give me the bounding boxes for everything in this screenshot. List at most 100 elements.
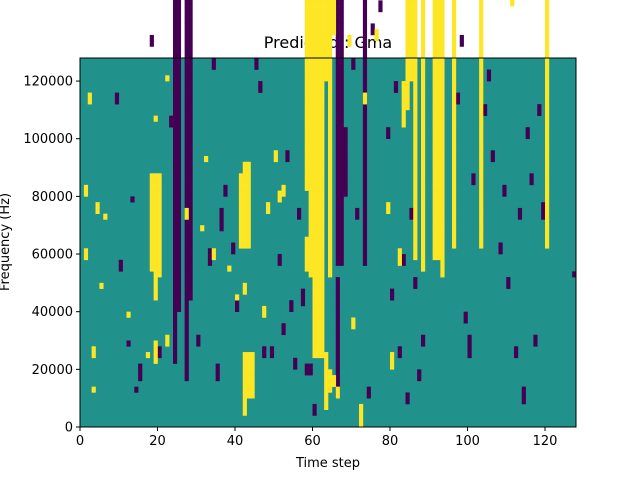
heatmap-cell-high [153,207,158,214]
heatmap-cell-low [467,340,472,347]
heatmap-cell-high [83,184,89,191]
heatmap-cell-low [176,282,182,289]
heatmap-cell-high [440,121,445,128]
heatmap-cell-high [479,98,484,105]
heatmap-cell-low [362,34,368,42]
heatmap-cell-high [328,242,333,249]
heatmap-cell-low [173,219,178,226]
heatmap-cell-high [436,0,441,7]
heatmap-cell-high [308,248,313,255]
heatmap-cell-low [343,144,348,151]
heatmap-cell-low [184,236,189,243]
heatmap-cell-high [328,58,333,65]
heatmap-cell-low [176,0,182,7]
heatmap-cell-low [339,23,344,30]
heatmap-cell-low [362,104,368,111]
heatmap-cell-high [320,58,325,65]
x-tick-label: 0 [76,434,84,449]
heatmap-cell-low [335,0,340,1]
heatmap-cell-low [184,173,189,180]
heatmap-cell-high [316,311,321,318]
heatmap-cell-low [343,184,348,191]
heatmap-cell-low [339,121,344,128]
heatmap-cell-low [339,248,344,255]
heatmap-cell-high [304,144,309,151]
heatmap-cell-low [339,109,344,116]
heatmap-cell-low [184,104,189,111]
heatmap-cell-high [312,92,317,99]
heatmap-cell-low [335,58,340,65]
heatmap-cell-high [95,202,100,209]
heatmap-cell-high [432,81,437,88]
heatmap-cell-high [545,225,550,232]
heatmap-cell-low [537,104,542,111]
heatmap-cell-high [409,52,414,59]
heatmap-cell-high [440,161,445,168]
heatmap-cell-low [184,334,189,341]
heatmap-cell-high [436,98,441,105]
heatmap-cell-high [316,219,321,226]
heatmap-cell-low [339,254,344,261]
heatmap-cell-high [440,52,445,59]
heatmap-cell-low [335,179,340,186]
heatmap-cell-low [176,288,182,295]
heatmap-cell-high [312,144,317,151]
heatmap-cell-low [134,386,139,393]
heatmap-cell-low [173,167,178,174]
heatmap-cell-high [324,75,329,82]
heatmap-cell-high [401,104,406,111]
heatmap-cell-low [188,46,193,53]
heatmap-cell-low [339,86,344,93]
heatmap-cell-high [409,69,414,76]
heatmap-cell-low [386,132,391,140]
heatmap-cell-low [343,150,348,157]
heatmap-cell-high [316,63,321,70]
heatmap-cell-high [328,173,333,180]
heatmap-cell-high [432,248,437,255]
heatmap-cell-high [452,109,457,116]
heatmap-cell-high [328,121,333,128]
heatmap-cell-high [312,311,317,318]
heatmap-cell-low [215,369,220,376]
heatmap-cell-high [316,236,321,243]
heatmap-cell-high [452,81,457,88]
heatmap-cell-low [173,75,178,82]
heatmap-cell-high [308,236,313,243]
heatmap-cell-high [246,386,251,393]
heatmap-cell-high [479,69,484,76]
heatmap-cell-high [432,213,437,220]
heatmap-cell-low [335,92,340,99]
heatmap-cell-low [173,254,178,261]
heatmap-cell-high [359,403,364,411]
heatmap-cell-high [320,173,325,180]
heatmap-cell-low [173,225,178,232]
heatmap-cell-high [235,294,240,301]
heatmap-cell-low [269,352,275,359]
heatmap-cell-low [176,242,182,249]
heatmap-cell-high [421,138,426,145]
heatmap-cell-high [374,34,379,42]
heatmap-cell-high [312,334,317,341]
heatmap-cell-low [184,63,189,70]
heatmap-cell-high [328,63,333,70]
heatmap-cell-high [436,144,441,151]
heatmap-cell-high [242,196,247,203]
heatmap-cell-high [401,86,406,93]
heatmap-cell-low [339,46,344,53]
heatmap-cell-high [545,63,550,70]
heatmap-cell-high [405,104,410,111]
heatmap-cell-low [335,323,340,330]
heatmap-cell-high [312,271,317,278]
heatmap-cell-low [173,236,178,243]
heatmap-cell-high [153,265,158,272]
heatmap-cell-high [312,0,317,7]
heatmap-cell-low [231,248,236,255]
heatmap-cell-high [413,236,418,243]
heatmap-cell-low [421,334,426,341]
heatmap-cell-low [335,104,340,111]
heatmap-cell-low [521,386,526,393]
heatmap-cell-high [452,98,457,105]
heatmap-cell-high [452,63,457,70]
heatmap-cell-high [545,0,550,1]
heatmap-cell-low [362,115,368,122]
